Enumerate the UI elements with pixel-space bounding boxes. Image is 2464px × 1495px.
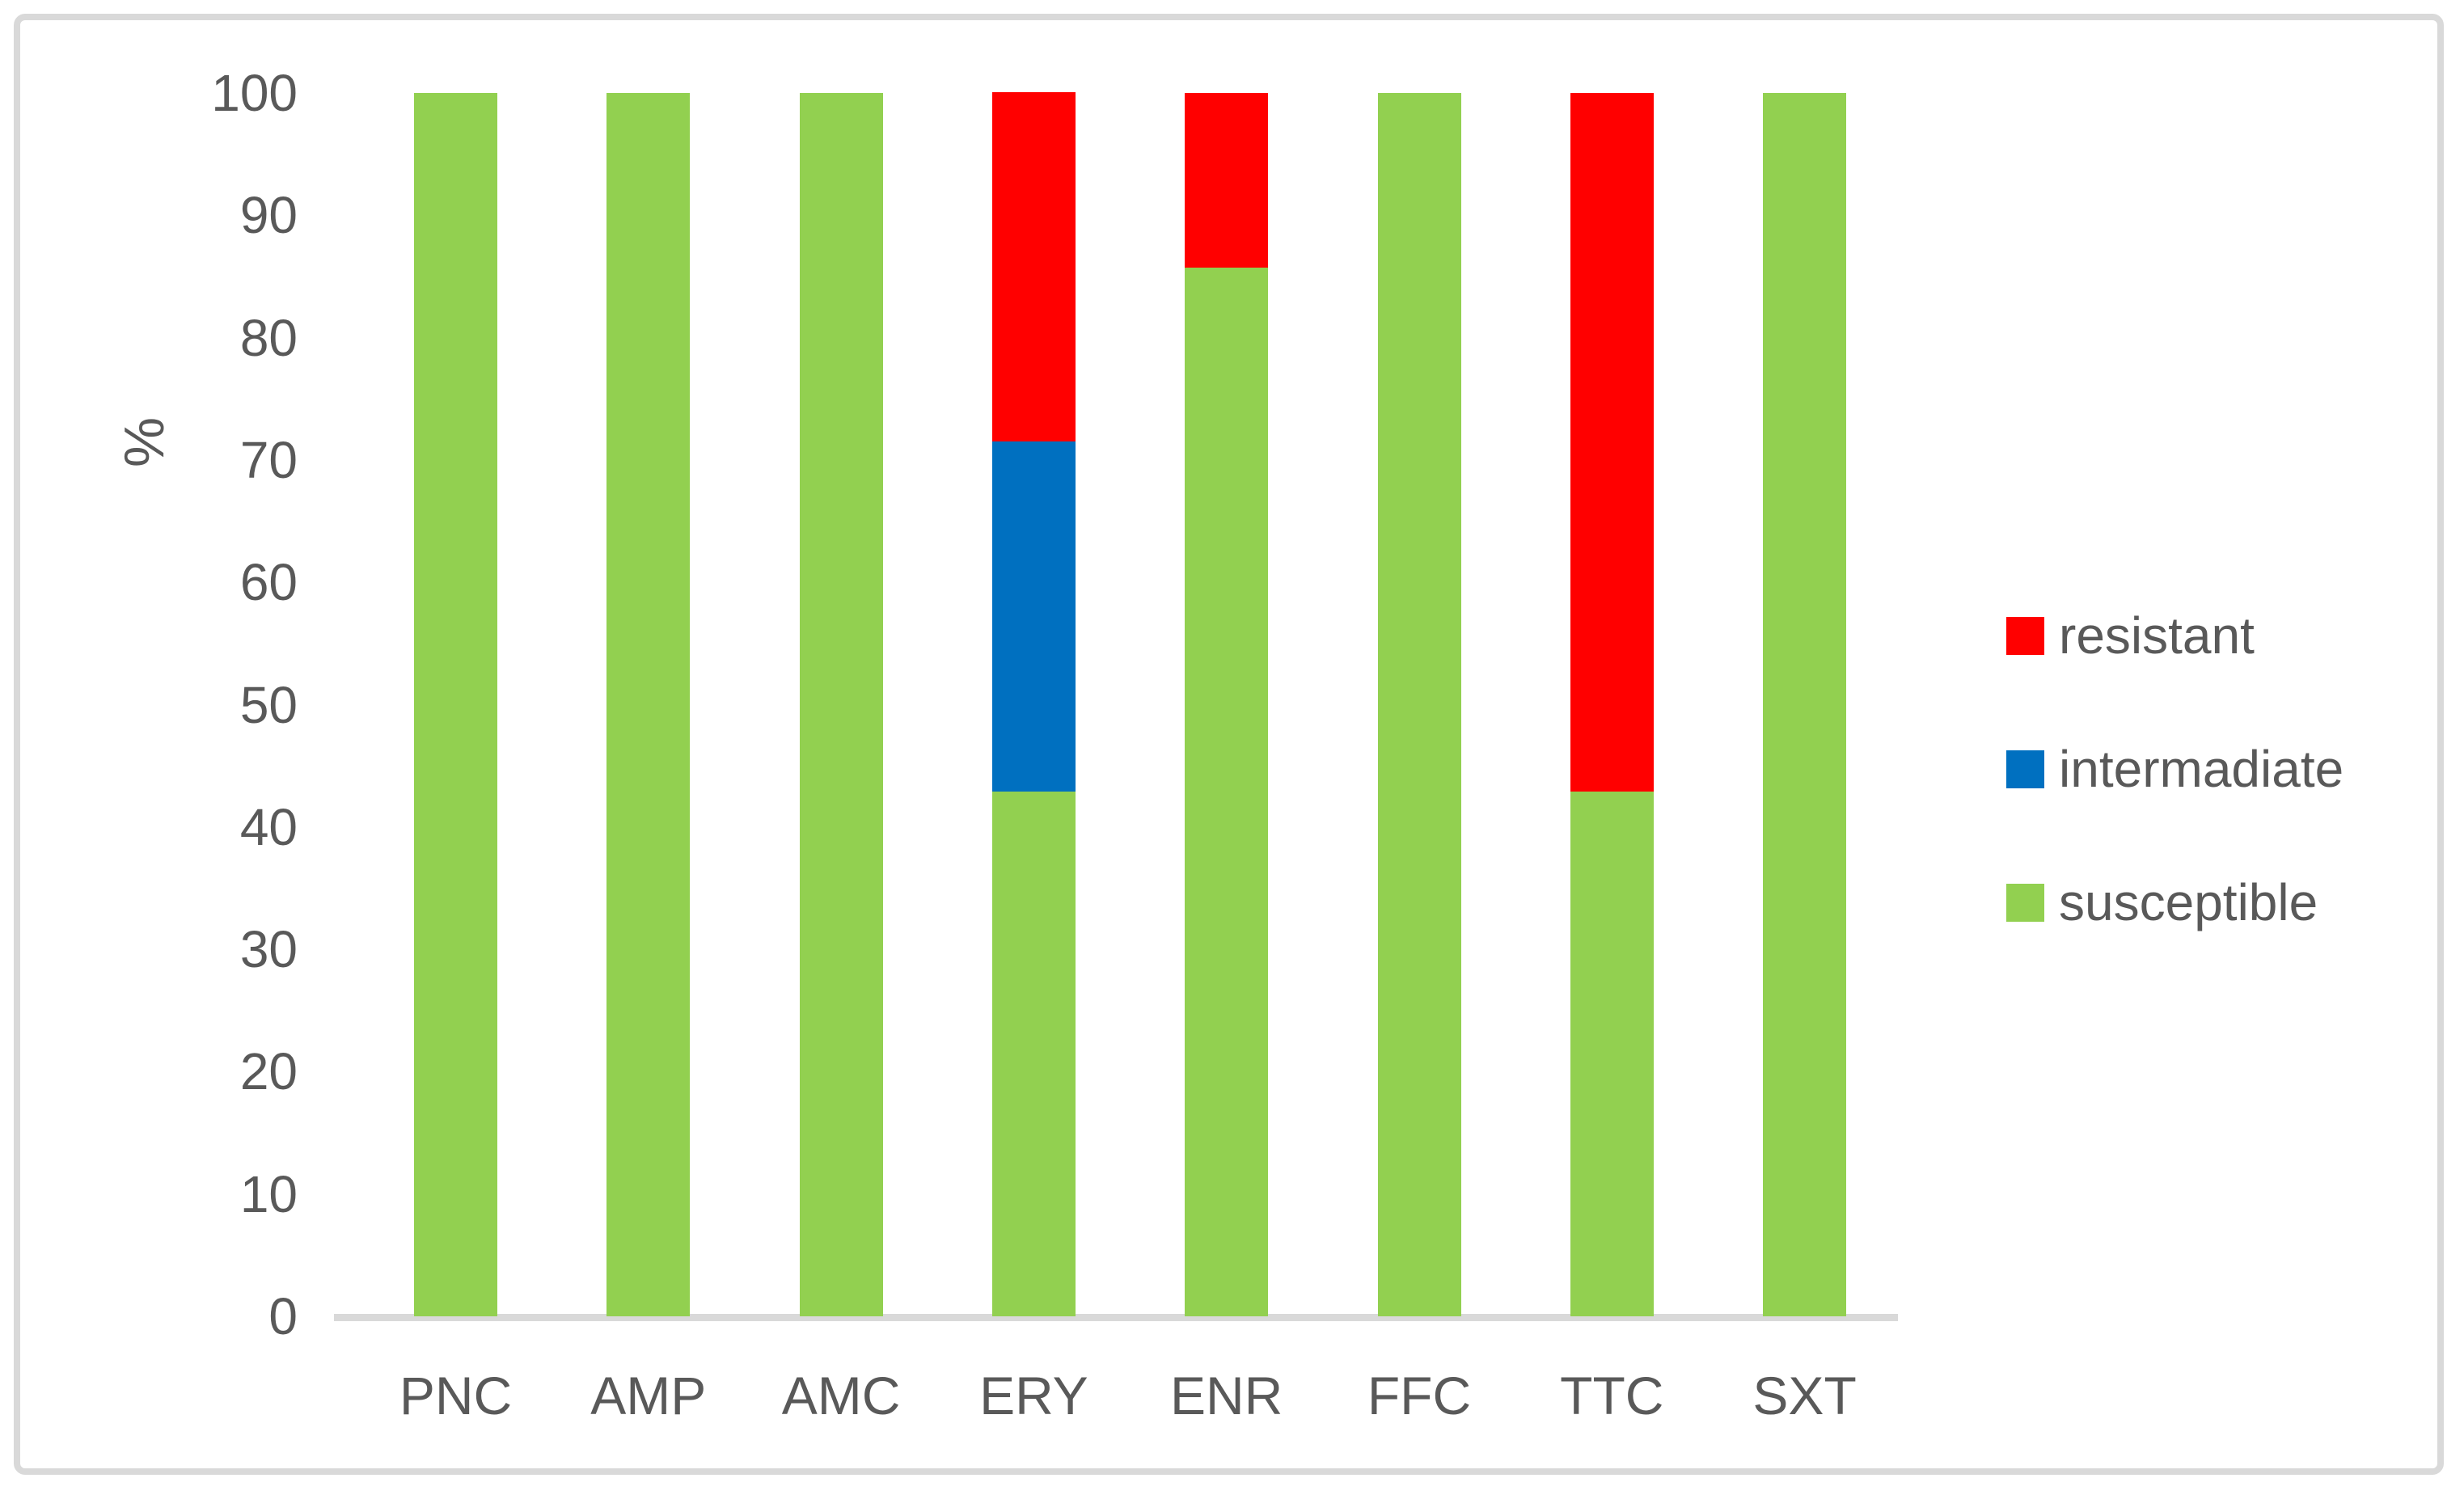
y-tick-label-20: 20	[239, 1042, 298, 1101]
legend-label-resistant: resistant	[2059, 606, 2255, 665]
y-tick-label-90: 90	[239, 186, 298, 245]
legend-item-intermadiate: intermadiate	[2006, 743, 2344, 795]
y-tick-label-60: 60	[239, 553, 298, 612]
bar-ttc	[1570, 93, 1654, 1316]
bar-segment-amp-susceptible	[606, 93, 691, 1316]
bar-ffc	[1377, 93, 1461, 1316]
x-label-sxt: SXT	[1752, 1366, 1857, 1425]
bar-segment-pnc-susceptible	[414, 93, 497, 1316]
y-tick-label-30: 30	[239, 920, 298, 979]
bar-enr	[1185, 93, 1269, 1316]
bar-amp	[606, 93, 691, 1316]
x-label-pnc: PNC	[399, 1366, 513, 1425]
legend-label-intermadiate: intermadiate	[2059, 740, 2344, 798]
legend-item-susceptible: susceptible	[2006, 876, 2318, 928]
y-tick-label-80: 80	[239, 308, 298, 367]
bar-segment-sxt-susceptible	[1763, 93, 1847, 1316]
legend-swatch-resistant	[2006, 616, 2044, 655]
bar-amc	[799, 93, 883, 1316]
x-label-ttc: TTC	[1560, 1366, 1664, 1425]
bar-segment-ffc-susceptible	[1377, 93, 1461, 1316]
legend-label-susceptible: susceptible	[2059, 873, 2318, 931]
bar-segment-enr-susceptible	[1185, 268, 1269, 1316]
y-tick-label-70: 70	[239, 430, 298, 489]
bar-segment-amc-susceptible	[799, 93, 883, 1316]
y-tick-label-50: 50	[239, 675, 298, 734]
legend-swatch-intermadiate	[2006, 750, 2044, 788]
y-tick-label-10: 10	[239, 1164, 298, 1223]
bar-segment-ttc-resistant	[1570, 93, 1654, 792]
bar-ery	[991, 91, 1076, 1316]
bar-segment-ery-susceptible	[991, 791, 1076, 1316]
x-label-ffc: FFC	[1367, 1366, 1472, 1425]
y-tick-label-40: 40	[239, 797, 298, 856]
bar-segment-ery-resistant	[991, 91, 1076, 442]
legend-swatch-susceptible	[2006, 883, 2044, 922]
legend-item-resistant: resistant	[2006, 610, 2255, 661]
x-label-amc: AMC	[781, 1366, 901, 1425]
x-label-amp: AMP	[590, 1366, 707, 1425]
x-axis-line	[334, 1314, 1898, 1321]
bar-segment-enr-resistant	[1185, 93, 1269, 268]
bar-segment-ery-intermadiate	[991, 441, 1076, 792]
x-label-ery: ERY	[979, 1366, 1088, 1425]
bar-segment-ttc-susceptible	[1570, 791, 1654, 1316]
bar-pnc	[414, 93, 497, 1316]
chart-frame-border	[14, 14, 2444, 1475]
bar-sxt	[1763, 93, 1847, 1316]
x-label-enr: ENR	[1170, 1366, 1283, 1425]
y-tick-label-0: 0	[268, 1287, 298, 1345]
y-tick-label-100: 100	[211, 64, 298, 122]
